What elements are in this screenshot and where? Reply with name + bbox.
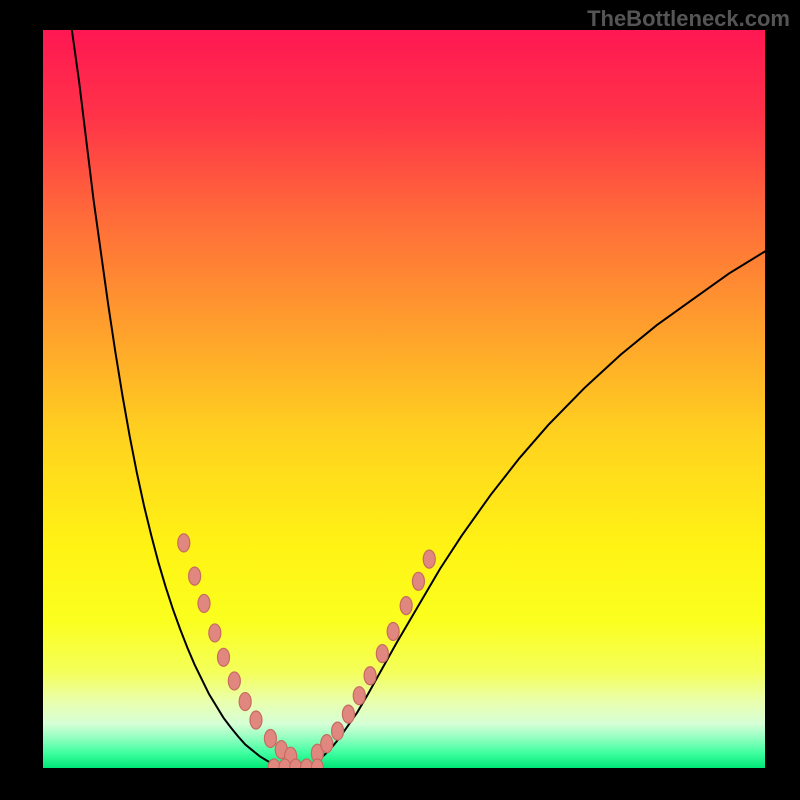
chart-svg-layer	[43, 30, 765, 768]
marker-bottom	[301, 759, 313, 768]
marker-right	[364, 667, 376, 685]
bottleneck-curve	[296, 251, 765, 768]
bottleneck-curve	[72, 30, 296, 768]
marker-right	[387, 622, 399, 640]
marker-left	[209, 624, 221, 642]
marker-left	[178, 534, 190, 552]
marker-right	[412, 572, 424, 590]
marker-left	[264, 729, 276, 747]
marker-right	[376, 645, 388, 663]
marker-left	[198, 594, 210, 612]
chart-plot-area	[43, 30, 765, 768]
watermark-text: TheBottleneck.com	[587, 6, 790, 32]
marker-left	[239, 693, 251, 711]
marker-left	[218, 648, 230, 666]
marker-left	[189, 567, 201, 585]
marker-right	[342, 705, 354, 723]
marker-right	[353, 687, 365, 705]
marker-right	[332, 722, 344, 740]
marker-left	[228, 672, 240, 690]
marker-left	[250, 711, 262, 729]
marker-right	[423, 550, 435, 568]
marker-bottom	[268, 759, 280, 768]
marker-right	[400, 597, 412, 615]
marker-right	[321, 735, 333, 753]
